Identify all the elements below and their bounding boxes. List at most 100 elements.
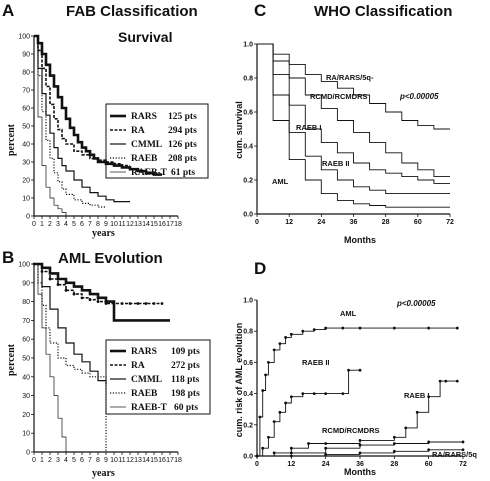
panel-a-xtick-label: 6 [80, 221, 84, 228]
panel-c-series-aml [257, 43, 450, 208]
panel-c-title: WHO Classification [314, 3, 452, 20]
panel-a-legend-box [105, 103, 209, 179]
panel-b-legend-name-raeb: RAEB [131, 389, 158, 399]
panel-d-point-raeb-i [415, 410, 419, 414]
panel-d-letter: D [254, 259, 266, 278]
panel-d-point-rcmd-rcmdrs [289, 451, 293, 455]
panel-d-point-raeb-ii [289, 395, 293, 399]
panel-c-xlabel: Months [344, 235, 376, 245]
panel-b-ytick-label: 0 [26, 450, 30, 457]
panel-d-point-raeb-i [455, 379, 459, 383]
panel-c-xtick-label: 24 [317, 219, 325, 226]
panel-a-xtick-label: 3 [56, 221, 60, 228]
panel-d-point-rcmd-rcmdrs [324, 446, 328, 450]
panel-c-series-ra-rars-5q [257, 43, 450, 130]
panel-d-ytick-label: 0.4 [243, 391, 253, 398]
panel-d-ytick-label: 1.0 [243, 298, 253, 305]
panel-a-xtick-label: 16 [158, 221, 166, 228]
panel-d-point-aml [284, 336, 288, 339]
panel-d-point-raeb-i [438, 379, 442, 383]
panel-b-xtick-label: 5 [72, 457, 76, 464]
panel-d-point-aml [289, 332, 293, 336]
panel-b-xtick-label: 3 [56, 457, 60, 464]
panel-b-xlabel: years [92, 468, 115, 479]
panel-b-point-ra [48, 277, 52, 281]
panel-c-xtick-label: 12 [285, 219, 293, 226]
panel-a-xtick-label: 4 [64, 221, 68, 228]
panel-a-legend-pts-rars: 125 pts [168, 112, 197, 122]
panel-b-ytick-label: 70 [22, 318, 30, 325]
panel-b-point-ra [56, 283, 60, 287]
panel-b-xtick-label: 7 [88, 457, 92, 464]
panel-b-title: AML Evolution [58, 250, 163, 267]
panel-d-point-raeb-ii [358, 368, 362, 372]
panel-d-xtick-label: 72 [459, 461, 467, 468]
panel-d-point-raeb-ii [347, 368, 350, 372]
panel-c-xtick-label: 72 [446, 219, 454, 226]
panel-d-point-raeb-i [427, 395, 431, 399]
panel-a-subtitle: Survival [118, 29, 172, 45]
panel-b-xtick-label: 11 [118, 457, 125, 464]
panel-c-pvalue: p<0.00005 [399, 92, 439, 101]
panel-b-series-rars [34, 262, 170, 322]
panel-b-ytick-label: 90 [22, 280, 30, 287]
panel-d-point-aml [455, 326, 459, 330]
panel-d-point-aml [272, 348, 276, 352]
panel-b-xtick-label: 10 [110, 457, 118, 464]
panel-b-point-ra [160, 302, 164, 305]
panel-d-point-ra-rars-5q [392, 449, 396, 453]
panel-c-annotation-raeb-ii: RAEB II [322, 159, 350, 168]
panel-d-xlabel: Months [344, 467, 376, 477]
panel-b-point-ra [72, 292, 76, 296]
panel-b-legend-pts-ra: 272 pts [171, 361, 200, 371]
panel-c-annotation-ra-rars-5q: RA/RARS/5q- [326, 73, 374, 82]
panel-b-series-raeb [34, 263, 107, 452]
panel-a-series-raeb [34, 35, 106, 208]
panel-d-point-raeb-ii [272, 420, 276, 424]
panel-d-point-aml [324, 326, 328, 330]
panel-a-ytick-label: 100 [18, 34, 30, 41]
panel-a-ytick-label: 50 [22, 124, 30, 131]
panel-d-xtick-label: 12 [287, 461, 295, 468]
panel-d-point-aml [392, 326, 396, 330]
panel-d-point-raeb-i [392, 435, 396, 439]
panel-d-ytick-label: 0.6 [243, 360, 253, 367]
panel-a-ylabel: percent [6, 123, 17, 156]
panel-a-ytick-label: 70 [22, 88, 30, 95]
panel-a-ytick-label: 20 [22, 178, 30, 185]
panel-b-xtick-label: 12 [126, 457, 134, 464]
panel-a-xtick-label: 0 [32, 221, 36, 228]
panel-b-point-ra [144, 302, 148, 305]
panel-b-ytick-label: 60 [22, 337, 30, 344]
panel-d-point-raeb-ii [341, 392, 345, 395]
panel-a-xtick-label: 12 [126, 221, 134, 228]
panel-c-xtick-label: 0 [255, 219, 259, 226]
panel-b-xtick-label: 16 [158, 457, 166, 464]
panel-b-point-ra [104, 302, 108, 305]
panel-b-ytick-label: 80 [22, 299, 30, 306]
panel-c-ytick-label: 0.0 [243, 212, 253, 219]
panel-c-series-raeb-ii [257, 43, 450, 195]
panel-a-legend-name-raeb: RAEB [131, 154, 158, 164]
panel-a-ytick-label: 10 [22, 196, 30, 203]
panel-b-letter: B [2, 248, 14, 267]
panel-d-point-rcmd-rcmdrs [461, 440, 465, 444]
panel-d-point-ra-rars-5q [255, 454, 259, 458]
panel-a-xlabel: years [92, 228, 115, 239]
panel-a-title: FAB Classification [66, 3, 198, 20]
panel-b-legend-name-rars: RARS [131, 347, 157, 357]
panel-c-ytick-label: 0.4 [243, 144, 253, 151]
panel-d-series-aml [257, 327, 458, 457]
panel-b-ytick-label: 30 [22, 393, 30, 400]
panel-d-point-aml [258, 415, 262, 419]
panel-a-xtick-label: 2 [48, 221, 52, 228]
panel-b-ytick-label: 20 [22, 412, 30, 419]
panel-b-xtick-label: 18 [174, 457, 182, 464]
panel-c-annotation-raeb-i: RAEB I [296, 123, 321, 132]
panel-b-xtick-label: 9 [104, 457, 108, 464]
panel-d-xtick-label: 60 [425, 461, 433, 468]
panel-b-ytick-label: 10 [22, 431, 30, 438]
panel-b-legend-pts-rars: 109 pts [171, 347, 200, 357]
panel-b-xtick-label: 2 [48, 457, 52, 464]
